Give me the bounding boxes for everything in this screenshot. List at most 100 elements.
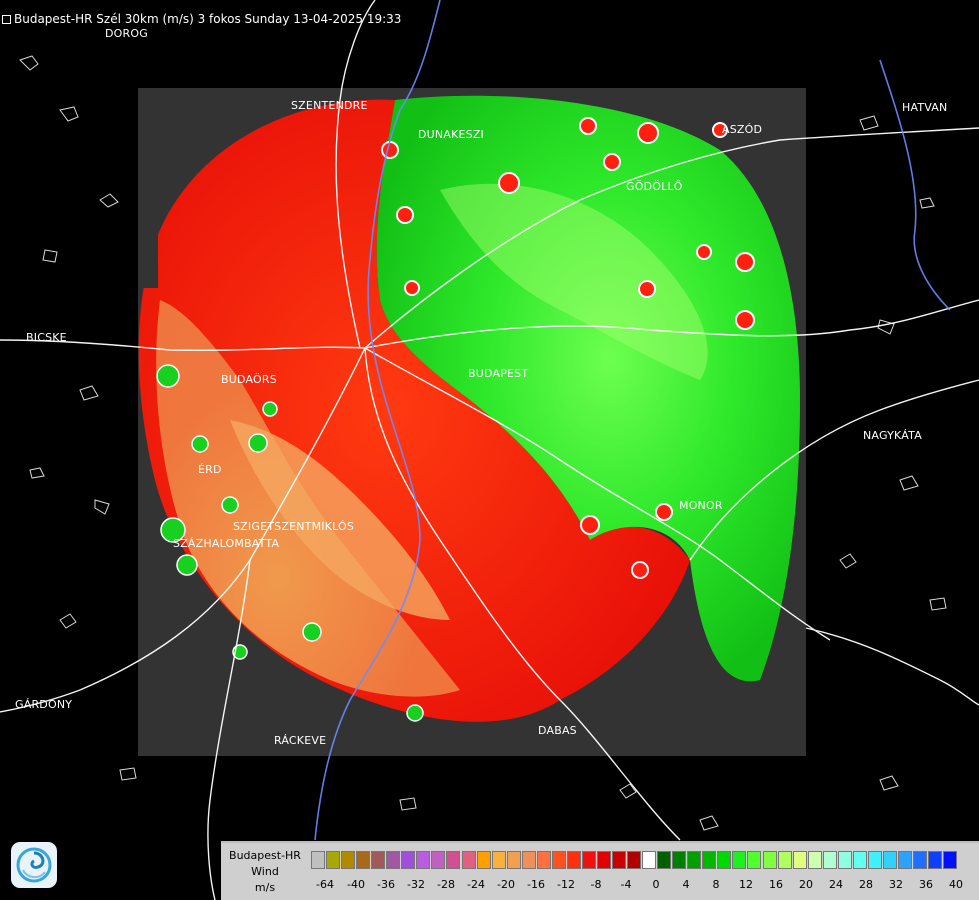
legend-swatch [536, 851, 551, 869]
legend-swatch [897, 851, 912, 869]
legend-tick: -8 [590, 878, 602, 891]
legend-swatch [371, 851, 386, 869]
legend-tick: -16 [527, 878, 545, 891]
legend-tick: -28 [437, 878, 455, 891]
legend-tick: 24 [829, 878, 843, 891]
town-label-dunakeszi: DUNAKESZI [418, 128, 485, 141]
legend-swatch [943, 851, 958, 869]
legend-swatch [521, 851, 536, 869]
legend-swatch [612, 851, 626, 869]
legend-swatch [928, 851, 943, 869]
legend-quantity-label: Wind [251, 865, 279, 878]
municipal-outlines [19, 55, 947, 831]
legend-tick: 28 [859, 878, 873, 891]
legend-swatch [913, 851, 927, 869]
legend-tick: -64 [316, 878, 334, 891]
legend-tick: -24 [467, 878, 485, 891]
legend-swatch [687, 851, 702, 869]
town-label-budaors: BUDAÖRS [221, 373, 277, 386]
legend-radar-label: Budapest-HR [229, 849, 301, 862]
legend-tick: 36 [919, 878, 933, 891]
legend-swatch [551, 851, 566, 869]
legend-swatch [431, 851, 446, 869]
town-label-godollo: GÖDÖLLŐ [626, 180, 683, 193]
legend-swatch [386, 851, 401, 869]
town-label-szazhalombatta: SZÁZHALOMBATTA [173, 537, 280, 550]
town-label-nagykata: NAGYKÁTA [863, 429, 922, 442]
legend-tick: 4 [682, 878, 690, 891]
legend-swatch [822, 851, 837, 869]
legend-swatch [341, 851, 356, 869]
town-label-hatvan: HATVAN [902, 101, 948, 114]
weather-service-logo [11, 842, 57, 888]
legend-tick: 0 [652, 878, 660, 891]
legend-swatch [476, 851, 491, 869]
swirl-icon [16, 847, 52, 883]
legend-swatch [672, 851, 687, 869]
approaching-velocity-area [376, 95, 800, 682]
legend-tick: -12 [557, 878, 575, 891]
legend-swatch [401, 851, 416, 869]
legend-swatch [807, 851, 822, 869]
legend-swatch [627, 851, 642, 869]
town-label-szigetszentmiklos: SZIGETSZENTMIKLÓS [233, 520, 355, 533]
legend-swatch [311, 851, 325, 869]
legend-swatch [837, 851, 852, 869]
danube-river [314, 0, 951, 841]
legend-swatch [777, 851, 792, 869]
legend-swatch [596, 851, 611, 869]
legend-tick: 20 [799, 878, 813, 891]
legend-swatch [642, 851, 657, 869]
legend-swatch [762, 851, 777, 869]
legend-swatch [732, 851, 747, 869]
legend-tick: -36 [377, 878, 395, 891]
strong-approaching-area [440, 183, 708, 380]
velocity-field [138, 88, 806, 756]
legend-swatch [657, 851, 672, 869]
legend-tick: -4 [620, 878, 632, 891]
legend-swatch [852, 851, 867, 869]
legend-swatch [581, 851, 596, 869]
legend-swatch [867, 851, 882, 869]
legend-swatch [702, 851, 717, 869]
legend-tick: -20 [497, 878, 515, 891]
legend-swatch [416, 851, 431, 869]
legend-swatch [747, 851, 762, 869]
town-label-dabas: DABAS [538, 724, 577, 737]
legend-swatch [356, 851, 371, 869]
legend-tick: 32 [889, 878, 903, 891]
radar-product-icon [2, 15, 11, 24]
town-label-gardony: GÁRDONY [15, 698, 73, 711]
legend-swatch [326, 851, 341, 869]
town-label-budapest: BUDAPEST [468, 367, 529, 380]
town-label-bicske: BICSKE [26, 331, 67, 344]
legend-tick: 40 [949, 878, 963, 891]
town-label-dorog: DOROG [105, 27, 148, 40]
map-title: Budapest-HR Szél 30km (m/s) 3 fokos Sund… [2, 12, 401, 26]
legend-swatch [461, 851, 476, 869]
legend-unit-label: m/s [254, 881, 276, 894]
legend-tick: 12 [739, 878, 753, 891]
legend-tick: 16 [769, 878, 783, 891]
legend-swatch [506, 851, 521, 869]
wind-legend: Budapest-HR Wind m/s -64 -40 -36 -32 -28 -24-… [221, 841, 979, 900]
town-label-szentendre: SZENTENDRE [291, 99, 368, 112]
legend-swatch [446, 851, 461, 869]
town-label-monor: MONOR [679, 499, 723, 512]
legend-swatch [882, 851, 897, 869]
legend-swatch [566, 851, 581, 869]
town-label-rackeve: RÁCKEVE [274, 734, 327, 747]
legend-swatch [717, 851, 732, 869]
legend-swatch [491, 851, 506, 869]
legend-swatch [792, 851, 807, 869]
town-label-aszod: ASZÓD [722, 123, 763, 136]
weak-receding-area-2 [230, 420, 450, 620]
legend-tick: -32 [407, 878, 425, 891]
legend-tick: -40 [347, 878, 365, 891]
legend-tick: 8 [712, 878, 720, 891]
town-label-erd: ÉRD [198, 463, 222, 476]
map-title-text: Budapest-HR Szél 30km (m/s) 3 fokos Sund… [14, 12, 402, 26]
